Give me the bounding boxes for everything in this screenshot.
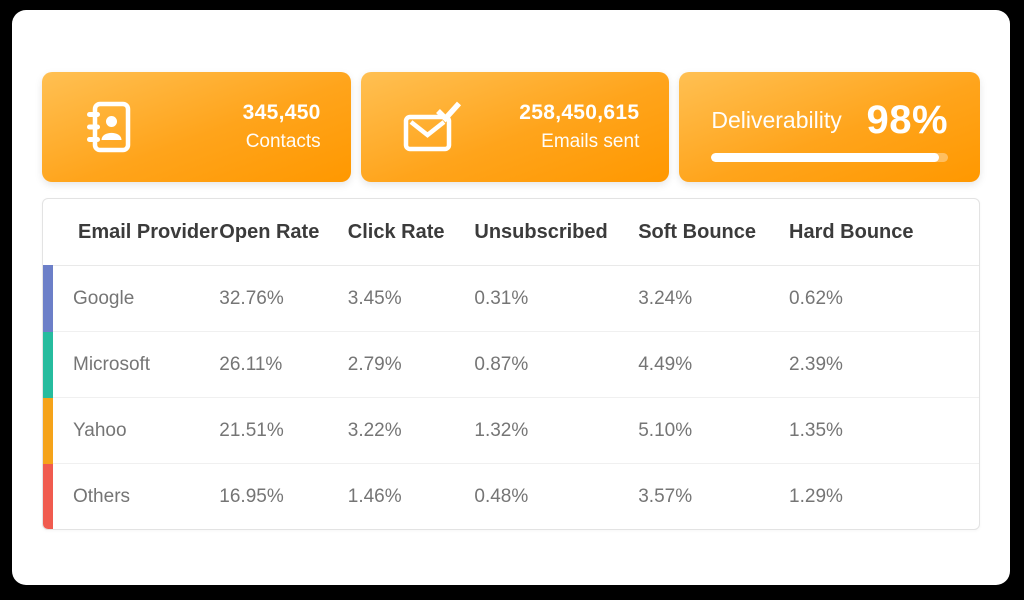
table-row-yahoo: Yahoo 21.51% 3.22% 1.32% 5.10% 1.35% bbox=[43, 397, 979, 464]
open-rate-cell: 32.76% bbox=[219, 265, 348, 332]
open-rate-cell: 16.95% bbox=[219, 485, 284, 507]
contacts-label: Contacts bbox=[245, 131, 321, 153]
table-row-microsoft: Microsoft 26.11% 2.79% 0.87% 4.49% 2.39% bbox=[43, 331, 979, 398]
contacts-card: 345,450 Contacts bbox=[42, 72, 351, 182]
deliverability-stat: Deliverability 98% bbox=[711, 98, 948, 143]
col-header-click-rate: Click Rate bbox=[347, 199, 475, 266]
contacts-value: 345,450 bbox=[242, 101, 321, 124]
deliverability-value: 98% bbox=[866, 98, 949, 142]
click-rate-cell: 2.79% bbox=[347, 331, 475, 398]
deliverability-card: Deliverability 98% bbox=[679, 72, 981, 182]
dashboard-panel: 345,450 Contacts 258,450,615 Emails sent bbox=[12, 10, 1010, 585]
hard-bounce-cell: 0.62% bbox=[789, 265, 979, 332]
col-header-unsubscribed: Unsubscribed bbox=[474, 199, 639, 266]
dashboard-content: 345,450 Contacts 258,450,615 Emails sent bbox=[12, 10, 1010, 530]
deliverability-label: Deliverability bbox=[711, 107, 842, 133]
hard-bounce-cell: 1.35% bbox=[789, 397, 979, 464]
col-header-hard-bounce: Hard Bounce bbox=[789, 199, 979, 266]
unsubscribed-cell: 1.32% bbox=[474, 397, 639, 464]
envelope-check-icon bbox=[403, 100, 461, 154]
hard-bounce-cell: 1.29% bbox=[789, 485, 843, 507]
soft-bounce-cell: 3.24% bbox=[638, 265, 790, 332]
soft-bounce-cell: 5.10% bbox=[638, 397, 790, 464]
unsubscribed-cell: 0.48% bbox=[474, 485, 529, 507]
provider-cell: Yahoo bbox=[43, 397, 220, 464]
deliverability-progress-track bbox=[711, 153, 949, 162]
soft-bounce-cell: 4.49% bbox=[638, 331, 790, 398]
provider-cell: Google bbox=[43, 265, 220, 332]
col-header-open-rate: Open Rate bbox=[219, 199, 348, 266]
contacts-stat: 345,450 Contacts bbox=[243, 98, 321, 156]
deliverability-progress-fill bbox=[711, 153, 939, 162]
click-rate-cell: 3.22% bbox=[347, 397, 475, 464]
col-header-email-provider: Email Provider bbox=[48, 199, 220, 266]
table-row-google: Google 32.76% 3.45% 0.31% 3.24% 0.62% bbox=[43, 265, 979, 332]
emails-sent-value: 258,450,615 bbox=[519, 101, 640, 124]
address-book-icon bbox=[84, 99, 132, 155]
table-header-row: Email Provider Open Rate Click Rate Unsu… bbox=[48, 199, 979, 266]
emails-sent-stat: 258,450,615 Emails sent bbox=[519, 98, 639, 156]
provider-stats-table: Email Provider Open Rate Click Rate Unsu… bbox=[43, 199, 979, 529]
open-rate-cell: 21.51% bbox=[219, 397, 348, 464]
click-rate-cell: 1.46% bbox=[347, 485, 402, 507]
col-header-soft-bounce: Soft Bounce bbox=[638, 199, 790, 266]
unsubscribed-cell: 0.31% bbox=[474, 265, 639, 332]
stat-cards-row: 345,450 Contacts 258,450,615 Emails sent bbox=[42, 72, 981, 182]
provider-cell: Microsoft bbox=[43, 331, 220, 398]
provider-cell: Others bbox=[43, 463, 220, 529]
hard-bounce-cell: 2.39% bbox=[789, 331, 979, 398]
table-row-others: Others 16.95% 1.46% 0.48% 3.57% 1.29% bbox=[43, 463, 979, 529]
emails-sent-card: 258,450,615 Emails sent bbox=[360, 72, 670, 182]
emails-sent-label: Emails sent bbox=[541, 131, 640, 153]
soft-bounce-cell: 3.57% bbox=[638, 485, 693, 507]
click-rate-cell: 3.45% bbox=[347, 265, 475, 332]
unsubscribed-cell: 0.87% bbox=[474, 331, 639, 398]
open-rate-cell: 26.11% bbox=[219, 331, 348, 398]
provider-stats-table-card: Email Provider Open Rate Click Rate Unsu… bbox=[42, 198, 980, 530]
